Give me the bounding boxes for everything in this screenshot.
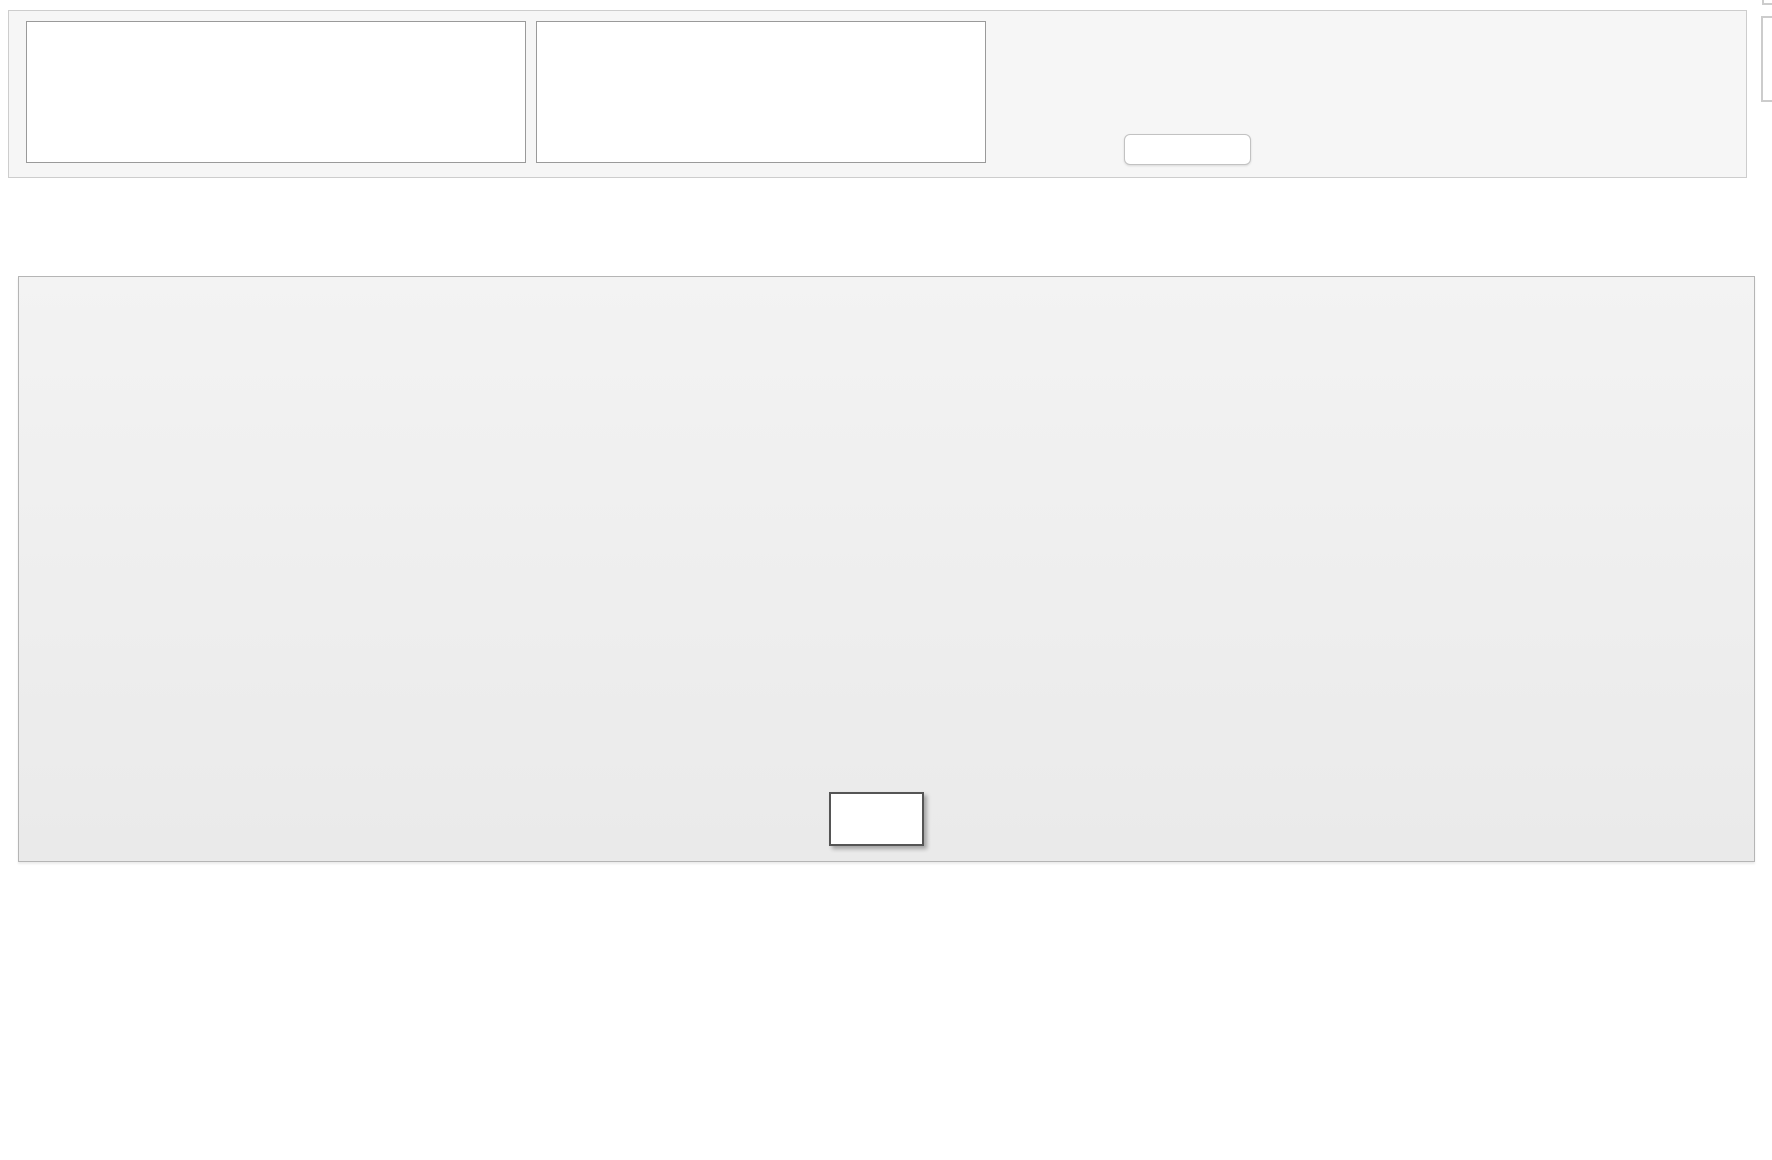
submit-button[interactable] [1124, 134, 1251, 165]
clipped-element-fragment [1762, 0, 1772, 5]
country-select-list[interactable] [536, 21, 986, 163]
chart-panel [18, 276, 1755, 862]
legend[interactable] [829, 792, 924, 846]
list-padding [27, 22, 525, 24]
control-panel [8, 10, 1747, 178]
legend-series-marker-icon [864, 812, 878, 826]
clipped-element-fragment [1761, 16, 1772, 102]
dataset-select-list[interactable] [26, 21, 526, 163]
birth-rate-chart [19, 277, 1756, 754]
